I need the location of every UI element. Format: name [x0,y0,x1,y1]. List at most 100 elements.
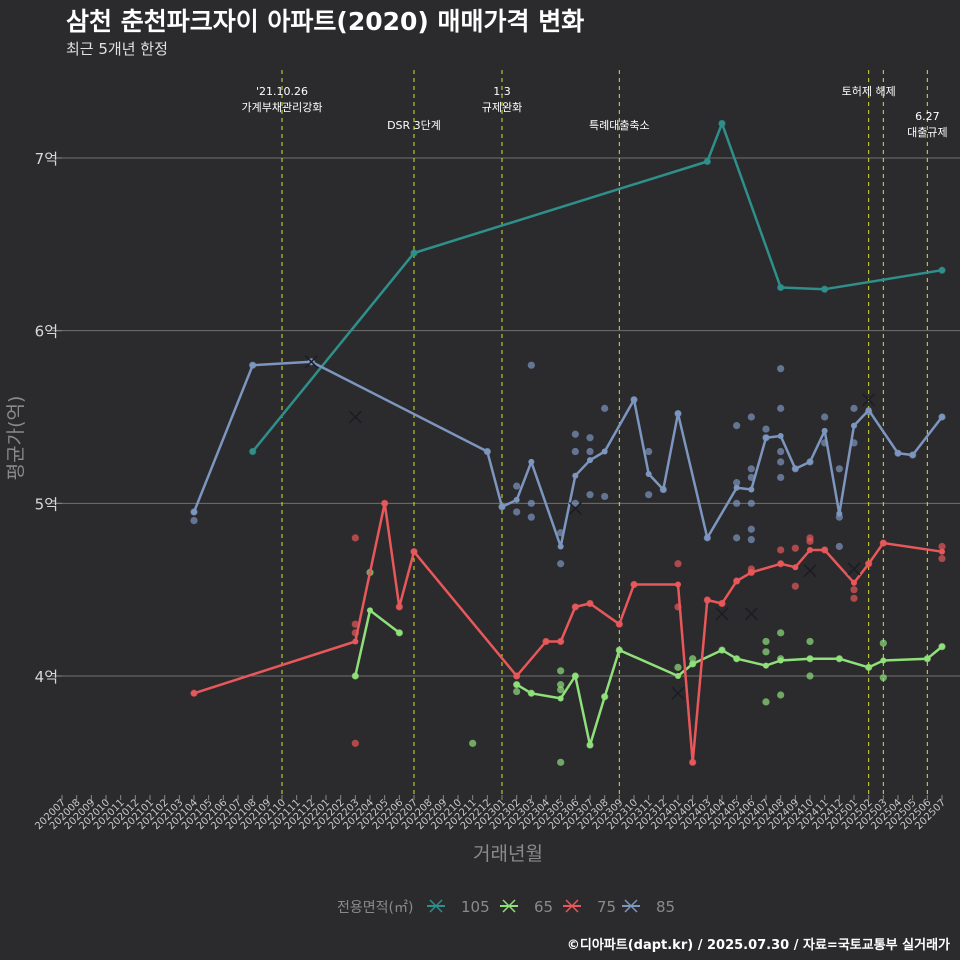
y-tick-label: 5억 [35,495,58,513]
data-point [806,637,814,646]
line-vertex [411,249,417,256]
line-vertex [543,638,549,645]
data-point [733,534,741,542]
cross-marker [847,562,861,576]
line-vertex [748,569,755,576]
cross-marker [862,393,876,407]
line-vertex [601,693,608,700]
line-vertex [851,422,857,429]
line-vertex [572,673,579,679]
line-vertex [513,681,520,688]
event-label: 가계부채관리강화 [242,101,323,114]
data-point [747,535,755,544]
data-point [557,667,565,675]
data-point [586,491,594,499]
y-tick-label: 4억 [35,668,58,686]
data-point [777,447,785,456]
data-point [835,465,843,473]
event-label: 특례대출축소 [589,119,650,132]
line-vertex [733,578,740,585]
data-point [747,413,755,421]
line-vertex [807,655,813,662]
data-point [777,546,785,554]
data-point [733,499,741,507]
line-vertex [763,434,769,441]
data-point [513,687,521,696]
line-vertex [939,548,945,555]
line-vertex [557,638,564,645]
line-vertex [484,448,491,455]
series-65 [351,568,946,766]
line-vertex [631,396,637,403]
line-vertex [763,662,769,669]
legend-key-cross [565,899,579,913]
series-line [251,122,943,453]
y-tick-label: 6억 [35,323,58,341]
line-vertex [557,695,564,702]
legend-label: 105 [461,898,490,916]
line-vertex [499,503,505,510]
series-layer [190,119,946,766]
event-label: '21.10.26 [256,85,308,98]
legend-label: 85 [656,898,675,916]
legend-key-cross [502,899,516,913]
line-vertex [719,647,725,654]
data-point [879,674,887,682]
x-axis-ticks: 2020072020082020092020102020112020122021… [33,795,948,832]
data-point [938,542,946,551]
line-vertex [733,484,740,491]
data-point [351,534,359,542]
cross-marker [568,501,582,516]
event-label: DSR 3단계 [387,119,441,132]
data-point [733,422,741,430]
data-point [527,499,535,507]
line-vertex [367,607,373,614]
data-point [601,492,609,501]
line-vertex [939,267,945,274]
line-vertex [851,579,857,586]
line-vertex [836,510,843,517]
line-vertex [645,470,652,477]
line-vertex [792,564,799,571]
data-point [777,365,785,373]
data-point [850,586,858,594]
data-point [733,479,741,487]
series-75 [190,499,946,766]
line-vertex [557,543,564,550]
line-vertex [807,546,813,553]
y-tick-label: 7억 [35,150,58,168]
line-vertex [807,458,813,465]
line-vertex [821,286,828,293]
data-point [586,434,594,442]
data-point [938,554,946,563]
line-vertex [792,465,799,472]
line-vertex [616,647,623,654]
legend-title: 전용면적(㎡) [337,900,413,916]
data-point [557,758,565,766]
line-vertex [411,548,417,555]
data-point [850,404,858,412]
line-vertex [939,643,945,650]
cross-marker [671,686,685,700]
line-vertex [719,120,725,127]
series-105 [249,119,946,456]
y-axis-title: 평균가(억) [5,396,27,481]
data-point [190,517,198,525]
data-point [747,525,755,533]
cross-marker [744,607,758,621]
line-vertex [572,603,579,610]
data-point [557,686,565,694]
line-vertex [865,560,872,567]
data-point [351,739,359,747]
data-point [747,499,755,507]
data-point [674,663,682,671]
data-point [762,698,770,706]
cross-marker [304,355,318,369]
line-vertex [777,432,784,439]
line-vertex [352,638,359,645]
data-point [674,560,682,568]
legend: 전용면적(㎡) 105 65 75 85 [337,898,675,916]
line-vertex [675,410,681,417]
chart-title: 삼천 춘천파크자이 아파트(2020) 매매가격 변화 [66,7,585,36]
data-point [777,458,785,466]
